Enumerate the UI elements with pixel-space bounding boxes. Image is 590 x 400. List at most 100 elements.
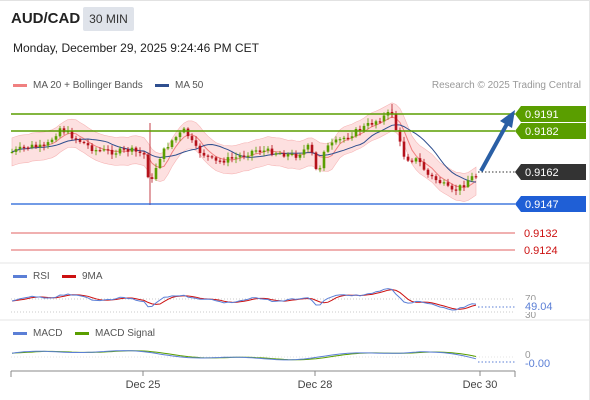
candle-body bbox=[302, 149, 306, 155]
candle-body bbox=[186, 128, 190, 137]
x-axis-label-dec28: Dec 28 bbox=[298, 379, 333, 391]
candle-body bbox=[286, 153, 290, 157]
candle-body bbox=[170, 140, 174, 147]
candle-body bbox=[50, 139, 54, 143]
candle-body bbox=[126, 149, 130, 152]
candle-body bbox=[30, 144, 34, 148]
price-tag-last: 0.9162 bbox=[515, 164, 586, 180]
candle-body bbox=[174, 137, 178, 141]
candle-body bbox=[326, 145, 330, 152]
price-label-pivot: 0.9147 bbox=[525, 199, 559, 211]
candle-body bbox=[178, 132, 182, 138]
legend-label-macd-signal: MACD Signal bbox=[95, 328, 156, 339]
timestamp: Monday, December 29, 2025 9:24:46 PM CET bbox=[13, 41, 259, 55]
legend-label-macd: MACD bbox=[33, 328, 63, 339]
legend-label-bollinger: MA 20 + Bollinger Bands bbox=[33, 80, 143, 91]
candle-body bbox=[298, 154, 302, 158]
legend-swatch-9ma bbox=[62, 275, 76, 278]
candle-body bbox=[314, 152, 318, 169]
candle-body bbox=[38, 144, 42, 148]
candle-body bbox=[382, 115, 386, 122]
price-tag-r2: 0.9191 bbox=[515, 106, 586, 122]
candle-body bbox=[470, 176, 474, 181]
candle-body bbox=[146, 154, 150, 178]
candle-body bbox=[454, 189, 458, 191]
candle-body bbox=[422, 162, 426, 170]
candle-body bbox=[394, 113, 398, 130]
rsi-label-70: 70 bbox=[525, 294, 537, 305]
legend-label-ma50: MA 50 bbox=[175, 80, 204, 91]
candle-body bbox=[306, 144, 310, 150]
candle-body bbox=[334, 139, 338, 143]
candle-body bbox=[122, 148, 126, 150]
candle-body bbox=[234, 157, 238, 159]
candle-body bbox=[434, 176, 438, 181]
candle-body bbox=[346, 137, 350, 139]
legend-swatch-rsi bbox=[13, 275, 27, 278]
rsi-line bbox=[11, 288, 477, 311]
forecast-arrow-icon bbox=[500, 110, 515, 128]
candle-body bbox=[462, 185, 466, 187]
timeframe-button[interactable]: 30 MIN bbox=[83, 7, 134, 31]
legend-swatch-bollinger bbox=[13, 84, 27, 87]
candle-body bbox=[82, 141, 86, 144]
candle-body bbox=[106, 149, 110, 151]
candle-body bbox=[446, 182, 450, 186]
candle-body bbox=[350, 136, 354, 139]
rsi-value-bg bbox=[522, 300, 556, 312]
candle-body bbox=[190, 136, 194, 141]
candle-body bbox=[270, 148, 274, 155]
legend-macd: MACD bbox=[13, 328, 62, 339]
legend-ma50: MA 50 bbox=[155, 80, 203, 91]
candle-body bbox=[206, 155, 210, 157]
candle-body bbox=[406, 156, 410, 161]
candle-body bbox=[42, 144, 46, 146]
candle-body bbox=[266, 148, 270, 151]
price-label-s1: 0.9132 bbox=[524, 228, 558, 240]
candle-body bbox=[294, 153, 298, 158]
macd-value-label: -0.00 bbox=[525, 358, 550, 370]
legend-swatch-macd bbox=[13, 332, 27, 335]
candle-body bbox=[358, 129, 362, 131]
candle-body bbox=[242, 155, 246, 157]
candle-body bbox=[374, 121, 378, 125]
candle-body bbox=[78, 139, 82, 142]
candle-body bbox=[94, 150, 98, 152]
candle-body bbox=[418, 158, 422, 163]
candle-body bbox=[458, 185, 462, 191]
candle-body bbox=[402, 141, 406, 157]
legend-label-rsi: RSI bbox=[33, 271, 50, 282]
legend-swatch-macd-signal bbox=[75, 332, 89, 335]
candle-body bbox=[246, 155, 250, 157]
candle-body bbox=[110, 149, 114, 155]
candle-body bbox=[102, 149, 106, 151]
candle-body bbox=[210, 156, 214, 158]
candle-body bbox=[158, 159, 162, 168]
candle-body bbox=[194, 140, 198, 146]
candle-body bbox=[218, 160, 222, 162]
rsi-label-30: 30 bbox=[525, 310, 537, 321]
candle-body bbox=[366, 123, 370, 126]
candle-body bbox=[442, 182, 446, 184]
candle-body bbox=[410, 160, 414, 162]
candle-body bbox=[98, 150, 102, 152]
candle-body bbox=[378, 121, 382, 123]
candle-body bbox=[74, 138, 78, 140]
legend-macd-signal: MACD Signal bbox=[75, 328, 155, 339]
candle-body bbox=[202, 152, 206, 156]
candle-body bbox=[26, 147, 30, 149]
candle-body bbox=[142, 153, 146, 155]
price-label-r1: 0.9182 bbox=[525, 126, 559, 138]
legend-bollinger: MA 20 + Bollinger Bands bbox=[13, 80, 143, 91]
candle-body bbox=[22, 146, 26, 148]
candle-body bbox=[134, 147, 138, 152]
candle-body bbox=[34, 144, 38, 148]
candle-body bbox=[426, 169, 430, 175]
candle-body bbox=[438, 180, 442, 183]
candle-body bbox=[238, 155, 242, 158]
candle-body bbox=[46, 142, 50, 146]
candle-body bbox=[230, 157, 234, 159]
candle-body bbox=[70, 130, 74, 139]
rsi-9ma-line bbox=[11, 289, 477, 310]
